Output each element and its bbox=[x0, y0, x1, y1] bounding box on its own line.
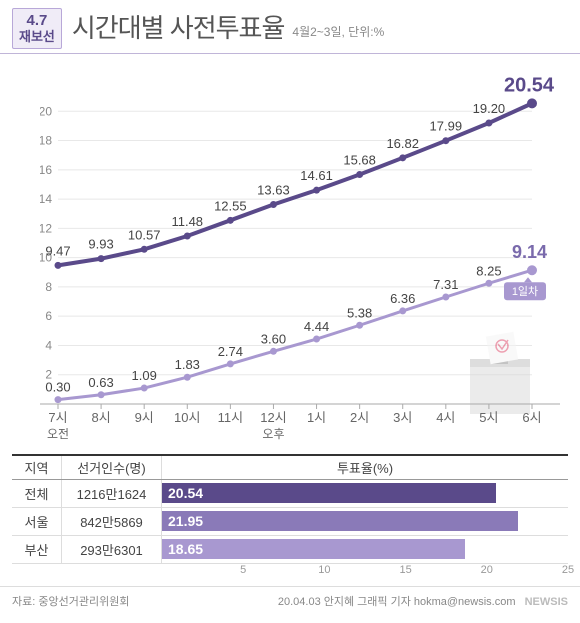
svg-text:4.44: 4.44 bbox=[304, 319, 329, 334]
cell-voters: 293만6301 bbox=[62, 536, 162, 563]
cell-region: 서울 bbox=[12, 508, 62, 535]
col-header-region: 지역 bbox=[12, 456, 62, 479]
cell-voters: 1216만1624 bbox=[62, 480, 162, 507]
svg-text:11.48: 11.48 bbox=[171, 214, 203, 229]
svg-text:12시: 12시 bbox=[260, 410, 286, 425]
svg-text:3.60: 3.60 bbox=[261, 331, 286, 346]
page-title: 시간대별 사전투표율 bbox=[72, 8, 285, 45]
table-header-row: 지역 선거인수(명) 투표율(%) bbox=[12, 456, 568, 480]
svg-text:4시: 4시 bbox=[436, 410, 455, 425]
svg-text:9시: 9시 bbox=[135, 410, 154, 425]
header: 4.7 재보선 시간대별 사전투표율 4월2~3일, 단위:% bbox=[0, 0, 580, 54]
svg-text:12.55: 12.55 bbox=[214, 198, 247, 213]
svg-text:17.99: 17.99 bbox=[430, 118, 463, 133]
svg-text:10.57: 10.57 bbox=[128, 227, 161, 242]
cell-bar: 21.95 bbox=[162, 508, 568, 535]
svg-text:오후: 오후 bbox=[262, 427, 284, 441]
table-row: 전체1216만1624 20.54 bbox=[12, 480, 568, 508]
turnout-table: 지역 선거인수(명) 투표율(%) 전체1216만1624 20.54 서울842만… bbox=[12, 454, 568, 564]
svg-text:7시: 7시 bbox=[48, 410, 67, 425]
svg-text:16: 16 bbox=[40, 163, 52, 177]
cell-region: 부산 bbox=[12, 536, 62, 563]
svg-text:14.61: 14.61 bbox=[300, 168, 333, 183]
svg-text:6: 6 bbox=[45, 309, 52, 323]
svg-text:19.20: 19.20 bbox=[473, 101, 506, 116]
svg-text:9.47: 9.47 bbox=[45, 243, 70, 258]
svg-text:5.38: 5.38 bbox=[347, 305, 372, 320]
svg-text:14: 14 bbox=[40, 192, 52, 206]
cell-region: 전체 bbox=[12, 480, 62, 507]
svg-text:7.31: 7.31 bbox=[433, 277, 458, 292]
bar: 18.65 bbox=[162, 539, 465, 559]
page-subtitle: 4월2~3일, 단위:% bbox=[292, 17, 384, 40]
svg-text:0.63: 0.63 bbox=[88, 375, 113, 390]
svg-text:18: 18 bbox=[40, 133, 52, 147]
bar: 20.54 bbox=[162, 483, 496, 503]
svg-text:2.74: 2.74 bbox=[218, 344, 243, 359]
svg-text:15.68: 15.68 bbox=[343, 152, 376, 167]
source-label: 자료: 중앙선거관리위원회 bbox=[12, 593, 129, 609]
table-row: 서울842만5869 21.95 bbox=[12, 508, 568, 536]
svg-text:3시: 3시 bbox=[393, 410, 412, 425]
bar-scale: 510152025 bbox=[162, 564, 568, 582]
line-chart: 2468101214161820 9.479.9310.5711.4812.55… bbox=[0, 54, 580, 454]
svg-text:1.83: 1.83 bbox=[175, 357, 200, 372]
bar-label: 20.54 bbox=[168, 485, 203, 501]
svg-text:20: 20 bbox=[40, 104, 52, 118]
svg-text:6시: 6시 bbox=[522, 410, 541, 425]
svg-text:8.25: 8.25 bbox=[476, 263, 501, 278]
svg-text:0.30: 0.30 bbox=[45, 379, 70, 394]
cell-voters: 842만5869 bbox=[62, 508, 162, 535]
svg-text:1.09: 1.09 bbox=[132, 368, 157, 383]
svg-text:4: 4 bbox=[45, 338, 52, 352]
svg-text:16.82: 16.82 bbox=[386, 136, 419, 151]
credit: 20.04.03 안지혜 그래픽 기자 hokma@newsis.com bbox=[278, 596, 516, 608]
svg-text:6.36: 6.36 bbox=[390, 291, 415, 306]
svg-text:9.14: 9.14 bbox=[512, 242, 547, 262]
badge-text: 재보선 bbox=[19, 29, 55, 44]
watermark: NEWSIS bbox=[525, 596, 568, 608]
svg-text:20.54: 20.54 bbox=[504, 74, 555, 96]
cell-bar: 20.54 bbox=[162, 480, 568, 507]
svg-text:8: 8 bbox=[45, 280, 52, 294]
svg-text:9.93: 9.93 bbox=[88, 236, 113, 251]
election-badge: 4.7 재보선 bbox=[12, 8, 62, 49]
table-row: 부산293만6301 18.65 bbox=[12, 536, 568, 564]
svg-text:5시: 5시 bbox=[479, 410, 498, 425]
col-header-voters: 선거인수(명) bbox=[62, 456, 162, 479]
svg-text:8시: 8시 bbox=[91, 410, 110, 425]
svg-text:11시: 11시 bbox=[218, 410, 243, 425]
bar-label: 21.95 bbox=[168, 513, 203, 529]
cell-bar: 18.65 bbox=[162, 536, 568, 563]
svg-text:오전: 오전 bbox=[47, 427, 69, 441]
chart-svg: 2468101214161820 9.479.9310.5711.4812.55… bbox=[40, 64, 560, 444]
svg-text:10시: 10시 bbox=[174, 410, 200, 425]
ballot-box-icon bbox=[470, 332, 530, 414]
svg-text:12: 12 bbox=[40, 221, 52, 235]
svg-text:13.63: 13.63 bbox=[257, 182, 290, 197]
footer: 자료: 중앙선거관리위원회 20.04.03 안지혜 그래픽 기자 hokma@… bbox=[0, 586, 580, 615]
svg-text:2시: 2시 bbox=[350, 410, 369, 425]
svg-text:1시: 1시 bbox=[307, 410, 326, 425]
svg-text:1일차: 1일차 bbox=[512, 284, 538, 298]
bar: 21.95 bbox=[162, 511, 518, 531]
col-header-rate: 투표율(%) bbox=[162, 456, 568, 479]
badge-number: 4.7 bbox=[19, 13, 55, 30]
bar-label: 18.65 bbox=[168, 541, 203, 557]
